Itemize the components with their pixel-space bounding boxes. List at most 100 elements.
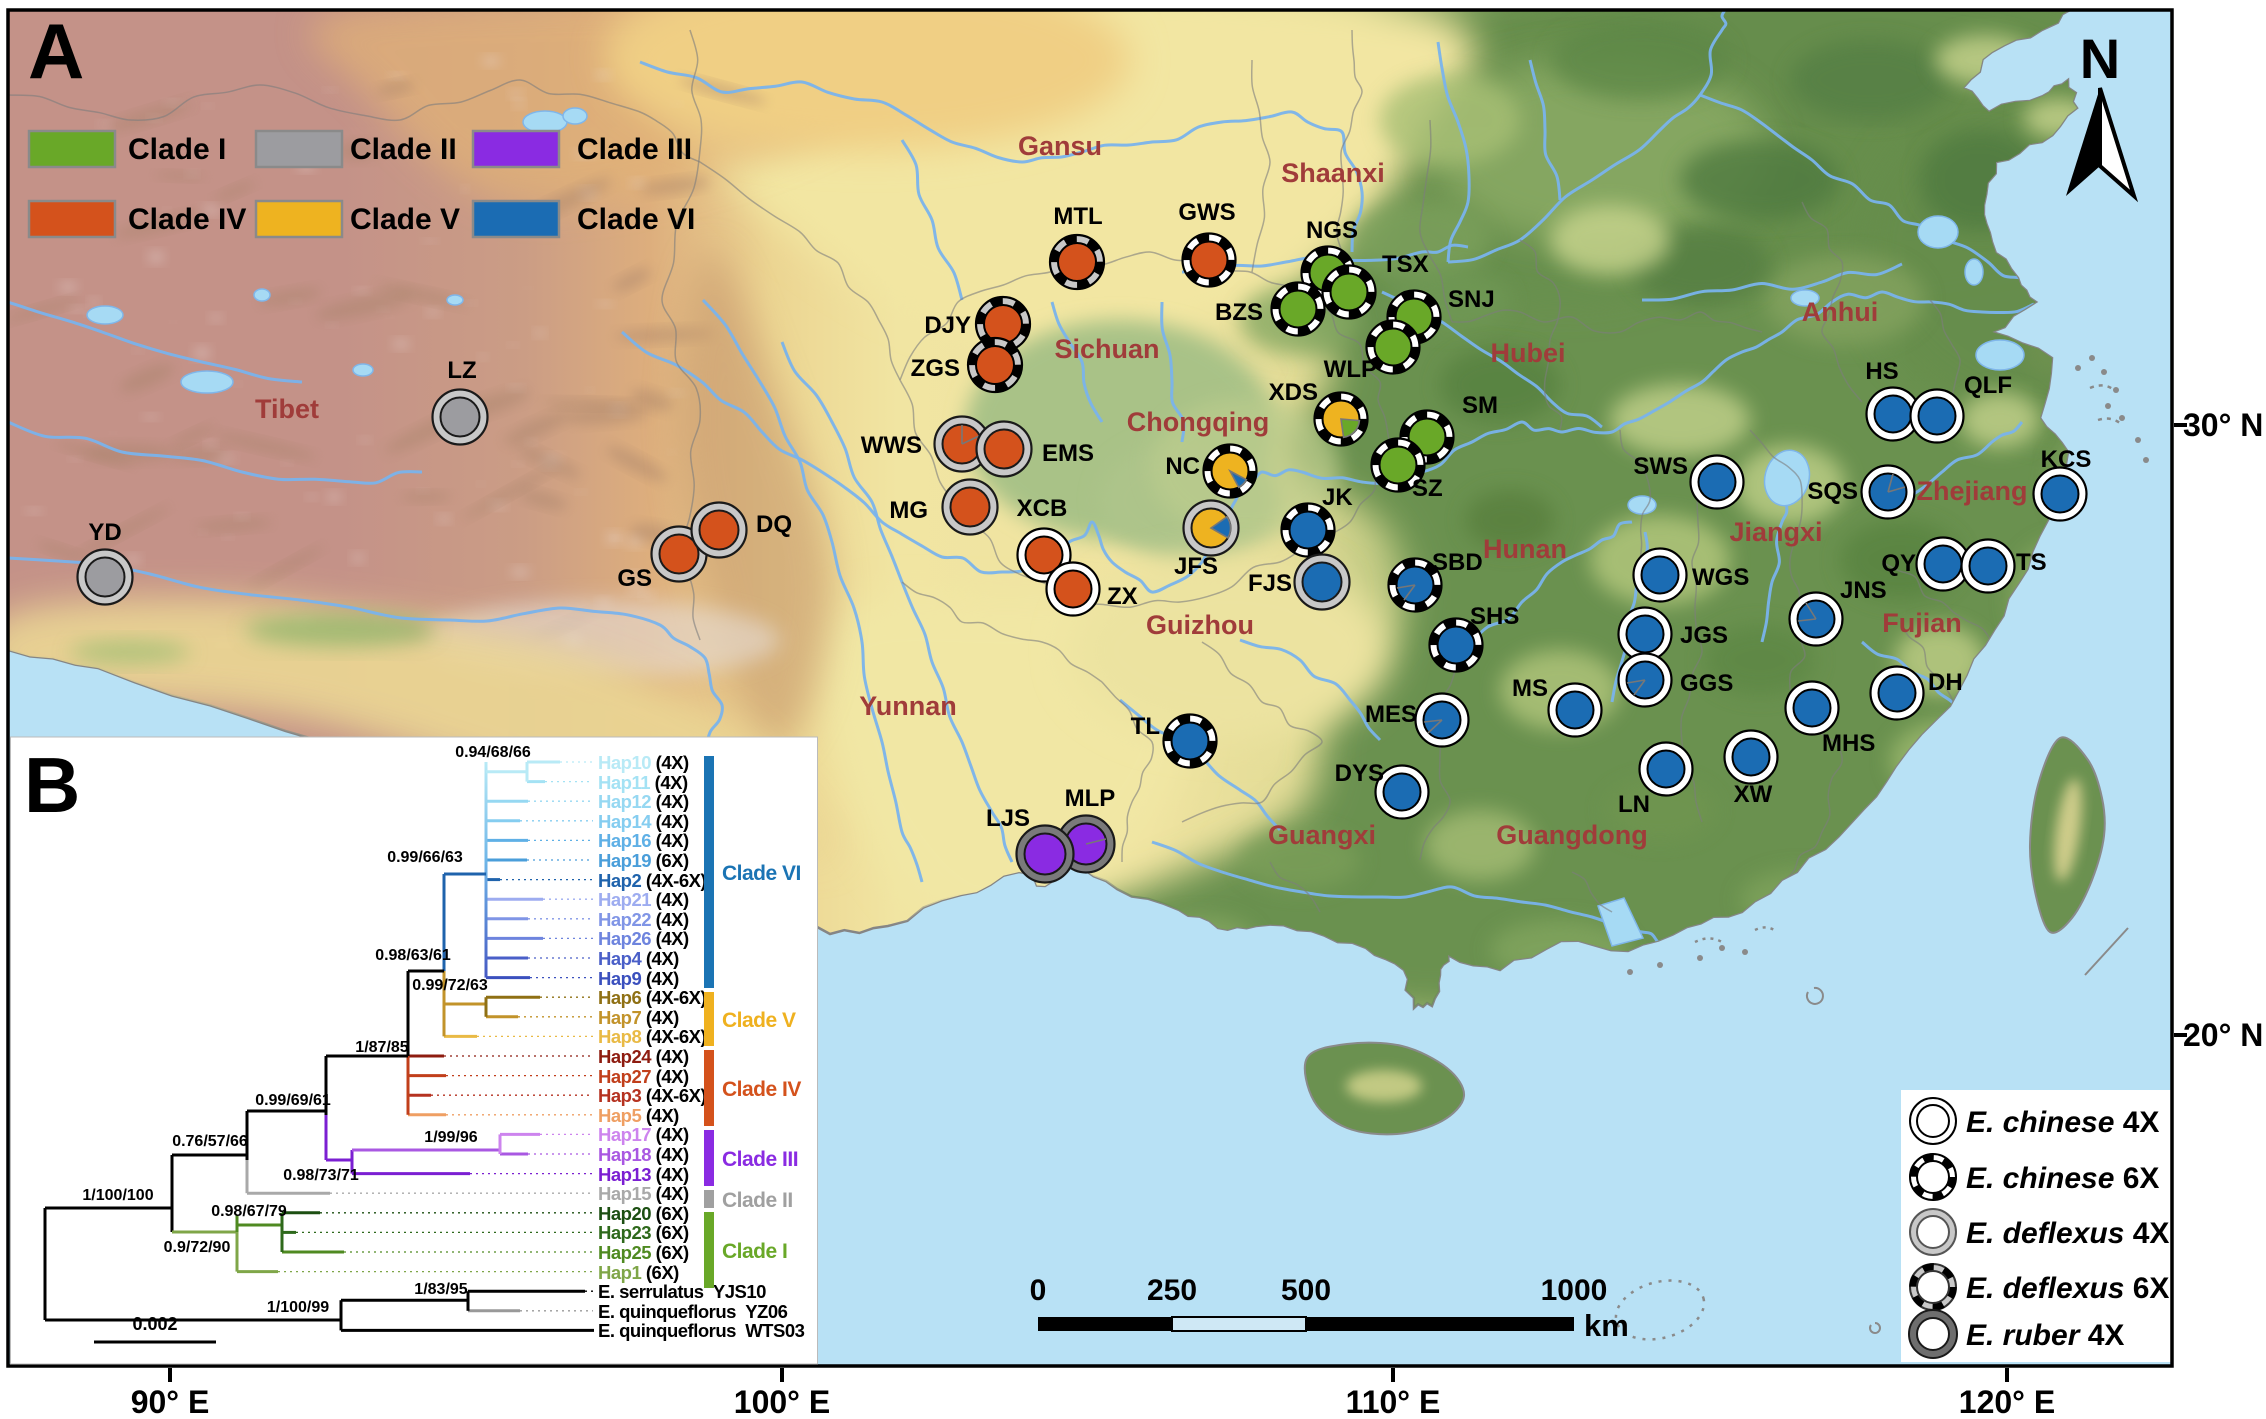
svg-text:TSX: TSX	[1382, 251, 1429, 278]
svg-text:20° N: 20° N	[2183, 1017, 2263, 1053]
svg-text:Hap22 (4X): Hap22 (4X)	[598, 909, 689, 930]
svg-text:E. deflexus 4X: E. deflexus 4X	[1966, 1217, 2169, 1250]
svg-text:Yunnan: Yunnan	[859, 691, 957, 721]
svg-text:DYS: DYS	[1335, 760, 1384, 787]
svg-text:1/100/99: 1/100/99	[267, 1299, 329, 1316]
svg-text:Hap16 (4X): Hap16 (4X)	[598, 830, 689, 851]
svg-text:90° E: 90° E	[131, 1384, 210, 1419]
svg-text:Clade V: Clade V	[350, 203, 460, 236]
svg-text:Hap15 (4X): Hap15 (4X)	[598, 1183, 689, 1204]
svg-text:QY: QY	[1881, 550, 1916, 577]
svg-text:120° E: 120° E	[1959, 1384, 2055, 1419]
svg-text:WLP: WLP	[1324, 356, 1377, 383]
svg-text:Hap6 (4X-6X): Hap6 (4X-6X)	[598, 987, 706, 1008]
svg-text:Guizhou: Guizhou	[1146, 610, 1254, 640]
svg-text:TS: TS	[2016, 549, 2047, 576]
svg-text:110° E: 110° E	[1346, 1384, 1441, 1419]
svg-text:0.002: 0.002	[132, 1314, 177, 1334]
svg-text:NC: NC	[1165, 453, 1200, 480]
svg-text:0.99/72/63: 0.99/72/63	[412, 977, 488, 994]
svg-text:JNS: JNS	[1840, 577, 1887, 604]
svg-text:MLP: MLP	[1065, 785, 1116, 812]
svg-text:Tibet: Tibet	[255, 394, 319, 424]
svg-text:Hap20 (6X): Hap20 (6X)	[598, 1203, 689, 1224]
svg-text:E. deflexus 6X: E. deflexus 6X	[1966, 1272, 2169, 1305]
svg-text:HS: HS	[1865, 358, 1898, 385]
svg-text:B: B	[24, 741, 80, 829]
svg-text:Guangdong: Guangdong	[1496, 820, 1647, 850]
svg-text:TL: TL	[1131, 713, 1160, 740]
svg-text:Hap13 (4X): Hap13 (4X)	[598, 1164, 689, 1185]
svg-text:0.9/72/90: 0.9/72/90	[164, 1239, 231, 1256]
svg-text:Hap3 (4X-6X): Hap3 (4X-6X)	[598, 1085, 706, 1106]
svg-text:Hap26 (4X): Hap26 (4X)	[598, 928, 689, 949]
svg-text:Fujian: Fujian	[1882, 608, 1962, 638]
svg-text:Hubei: Hubei	[1490, 338, 1565, 368]
svg-text:Hap10 (4X): Hap10 (4X)	[598, 752, 689, 773]
svg-text:GS: GS	[617, 565, 652, 592]
svg-text:XCB: XCB	[1017, 495, 1068, 522]
svg-text:0: 0	[1030, 1274, 1047, 1307]
svg-text:Hap21 (4X): Hap21 (4X)	[598, 889, 689, 910]
svg-text:Hap1 (6X): Hap1 (6X)	[598, 1262, 679, 1283]
svg-text:LZ: LZ	[447, 357, 476, 384]
svg-text:Hap2 (4X-6X): Hap2 (4X-6X)	[598, 870, 706, 891]
svg-text:Clade IV: Clade IV	[128, 203, 246, 236]
svg-text:Hap12 (4X): Hap12 (4X)	[598, 791, 689, 812]
svg-text:LJS: LJS	[986, 805, 1030, 832]
svg-text:WGS: WGS	[1692, 564, 1749, 591]
svg-text:0.98/73/71: 0.98/73/71	[283, 1167, 359, 1184]
svg-text:Hap17 (4X): Hap17 (4X)	[598, 1124, 689, 1145]
svg-text:XW: XW	[1734, 781, 1773, 808]
svg-text:Zhejiang: Zhejiang	[1916, 476, 2027, 506]
svg-text:YD: YD	[88, 519, 121, 546]
svg-text:Hap19 (6X): Hap19 (6X)	[598, 850, 689, 871]
svg-text:XDS: XDS	[1269, 379, 1318, 406]
svg-text:E. ruber 4X: E. ruber 4X	[1966, 1319, 2124, 1352]
svg-text:NGS: NGS	[1306, 217, 1358, 244]
svg-text:Hap4 (4X): Hap4 (4X)	[598, 948, 679, 969]
svg-text:Clade II: Clade II	[350, 133, 457, 166]
svg-text:100° E: 100° E	[734, 1384, 830, 1419]
svg-text:E. chinese 6X: E. chinese 6X	[1966, 1162, 2159, 1195]
svg-text:250: 250	[1147, 1274, 1197, 1307]
svg-text:30° N: 30° N	[2183, 407, 2263, 443]
svg-text:DQ: DQ	[756, 511, 792, 538]
svg-text:E. quinqueflorus YZ06: E. quinqueflorus YZ06	[598, 1301, 788, 1322]
svg-text:Clade III: Clade III	[577, 133, 692, 166]
svg-text:Hap5 (4X): Hap5 (4X)	[598, 1105, 679, 1126]
svg-text:Hunan: Hunan	[1483, 534, 1567, 564]
svg-text:JGS: JGS	[1680, 622, 1728, 649]
svg-text:ZX: ZX	[1107, 583, 1138, 610]
svg-text:Hap9 (4X): Hap9 (4X)	[598, 968, 679, 989]
svg-text:0.99/69/61: 0.99/69/61	[255, 1092, 331, 1109]
svg-text:MTL: MTL	[1053, 203, 1102, 230]
svg-text:ZGS: ZGS	[911, 355, 960, 382]
svg-text:LN: LN	[1618, 791, 1650, 818]
svg-text:MES: MES	[1365, 701, 1417, 728]
svg-text:Sichuan: Sichuan	[1054, 334, 1159, 364]
svg-text:1000: 1000	[1541, 1274, 1608, 1307]
svg-text:E. quinqueflorus WTS03: E. quinqueflorus WTS03	[598, 1320, 805, 1341]
svg-text:Jiangxi: Jiangxi	[1729, 517, 1822, 547]
svg-text:JFS: JFS	[1174, 553, 1218, 580]
svg-text:Hap27 (4X): Hap27 (4X)	[598, 1066, 689, 1087]
svg-text:SWS: SWS	[1633, 453, 1688, 480]
svg-text:0.98/63/61: 0.98/63/61	[375, 947, 451, 964]
svg-text:SHS: SHS	[1470, 603, 1519, 630]
svg-text:Hap11 (4X): Hap11 (4X)	[598, 772, 688, 793]
svg-text:E. chinese 4X: E. chinese 4X	[1966, 1106, 2159, 1139]
svg-text:Hap24 (4X): Hap24 (4X)	[598, 1046, 689, 1067]
svg-text:Clade VI: Clade VI	[577, 203, 695, 236]
svg-text:Gansu: Gansu	[1018, 131, 1102, 161]
svg-text:EMS: EMS	[1042, 440, 1094, 467]
svg-text:SBD: SBD	[1432, 549, 1483, 576]
svg-text:Clade V: Clade V	[722, 1009, 796, 1032]
svg-text:MS: MS	[1512, 675, 1548, 702]
svg-text:Hap7 (4X): Hap7 (4X)	[598, 1007, 679, 1028]
svg-text:Anhui: Anhui	[1802, 297, 1878, 327]
svg-text:Clade II: Clade II	[722, 1189, 793, 1212]
svg-text:Hap8 (4X-6X): Hap8 (4X-6X)	[598, 1026, 706, 1047]
svg-text:1/83/95: 1/83/95	[414, 1281, 467, 1298]
svg-text:Clade IV: Clade IV	[722, 1078, 801, 1101]
